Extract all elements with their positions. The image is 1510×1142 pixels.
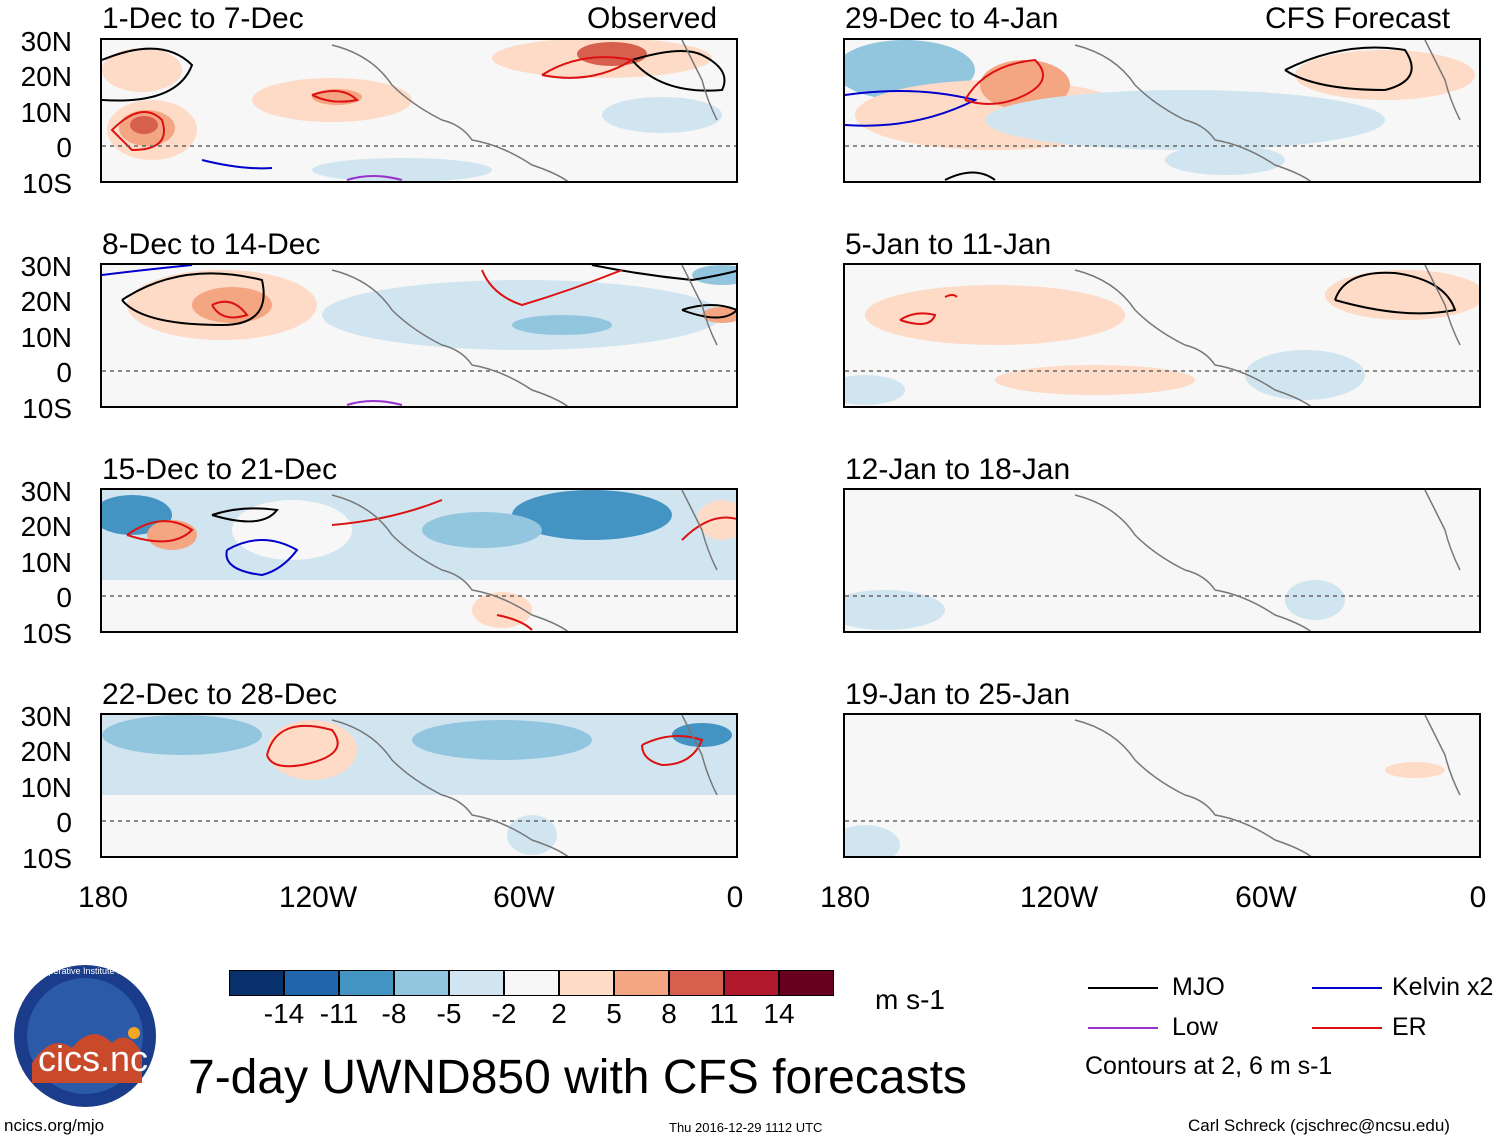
contour-note: Contours at 2, 6 m s-1 — [1085, 1052, 1333, 1080]
legend-label-low: Low — [1172, 1013, 1218, 1041]
legend-line-mjo — [1088, 987, 1158, 989]
colorbar-tick-label: 8 — [661, 998, 677, 1029]
legend-label-er: ER — [1392, 1013, 1427, 1041]
lat-label-row2-2: 10N — [20, 322, 72, 353]
map-panel-2-plot — [102, 265, 736, 406]
lat-label-row1-3: 0 — [56, 132, 72, 163]
colorbar-tick-label: 2 — [551, 998, 567, 1029]
panel-title-1: 1-Dec to 7-Dec — [102, 2, 304, 35]
panel-title-3: 15-Dec to 21-Dec — [102, 453, 338, 486]
colorbar-tick-label: -8 — [381, 998, 407, 1029]
map-panel-8-plot — [845, 715, 1479, 856]
colorbar-units: m s-1 — [875, 984, 945, 1015]
lon-label-col2-0: 180 — [819, 881, 871, 914]
map-panel-1-plot — [102, 40, 736, 181]
lat-label-row2-1: 20N — [20, 286, 72, 317]
lat-label-row2-3: 0 — [56, 357, 72, 388]
lat-label-row4-1: 20N — [20, 736, 72, 767]
legend-label-kelvin: Kelvin x2 — [1392, 973, 1494, 1001]
colorbar-swatch — [284, 970, 339, 996]
map-panel-4 — [100, 713, 738, 858]
colorbar-swatch — [229, 970, 284, 996]
map-panel-2 — [100, 263, 738, 408]
logo-ring-text: Cooperative Institute for Climate and Sa… — [32, 966, 218, 976]
lat-label-row1-4: 10S — [22, 168, 72, 199]
map-panel-7-plot — [845, 490, 1479, 631]
panel-title-5: 29-Dec to 4-Jan — [845, 2, 1059, 35]
lat-label-row4-3: 0 — [56, 807, 72, 838]
lat-label-row1-1: 20N — [20, 61, 72, 92]
lon-label-col1-3: 0 — [726, 881, 744, 914]
colorbar-swatch — [559, 970, 614, 996]
legend-label-mjo: MJO — [1172, 973, 1225, 1001]
lat-label-row3-2: 10N — [20, 547, 72, 578]
lat-label-row1-2: 10N — [20, 97, 72, 128]
panel-title-6: 5-Jan to 11-Jan — [845, 228, 1052, 261]
lat-label-row4-0: 30N — [20, 701, 72, 732]
panel-title-8: 19-Jan to 25-Jan — [845, 678, 1071, 711]
legend-line-kelvin — [1312, 987, 1382, 989]
map-panel-3-plot — [102, 490, 736, 631]
column-label-forecast: CFS Forecast — [1265, 2, 1451, 35]
lon-label-col2-1: 120W — [1019, 881, 1099, 914]
lat-label-row1-0: 30N — [20, 26, 72, 57]
footer-timestamp: Thu 2016-12-29 1112 UTC — [669, 1120, 823, 1135]
colorbar-tick-label: 14 — [763, 998, 795, 1029]
map-panel-1 — [100, 38, 738, 183]
column-label-observed: Observed — [587, 2, 718, 35]
colorbar-swatch — [779, 970, 834, 996]
map-panel-7 — [843, 488, 1481, 633]
footer-author: Carl Schreck (cjschrec@ncsu.edu) — [1188, 1116, 1450, 1135]
colorbar-tick-label: -14 — [263, 998, 305, 1029]
lat-label-row3-1: 20N — [20, 511, 72, 542]
colorbar-tick-label: -2 — [491, 998, 517, 1029]
colorbar-swatch — [504, 970, 559, 996]
lat-label-row3-3: 0 — [56, 582, 72, 613]
lon-label-col1-1: 120W — [278, 881, 358, 914]
lon-label-col1-0: 180 — [77, 881, 129, 914]
cics-logo-graphic — [14, 965, 156, 1107]
map-panel-5 — [843, 38, 1481, 183]
lat-label-row4-2: 10N — [20, 772, 72, 803]
panel-title-4: 22-Dec to 28-Dec — [102, 678, 338, 711]
colorbar-swatch — [449, 970, 504, 996]
colorbar-swatch — [614, 970, 669, 996]
colorbar-tick-label: 11 — [709, 998, 739, 1029]
main-title: 7-day UWND850 with CFS forecasts — [188, 1051, 967, 1104]
cics-logo: cics.nc Cooperative Institute for Climat… — [12, 963, 217, 1109]
colorbar-swatch — [394, 970, 449, 996]
lon-label-col1-2: 60W — [493, 881, 555, 914]
lon-label-col2-3: 0 — [1469, 881, 1487, 914]
lat-label-row3-0: 30N — [20, 476, 72, 507]
map-panel-6-plot — [845, 265, 1479, 406]
map-panel-3 — [100, 488, 738, 633]
lon-label-col2-2: 60W — [1235, 881, 1297, 914]
panel-title-2: 8-Dec to 14-Dec — [102, 228, 321, 261]
map-panel-6 — [843, 263, 1481, 408]
map-panel-5-plot — [845, 40, 1479, 181]
footer-url[interactable]: ncics.org/mjo — [4, 1116, 105, 1135]
colorbar-tick-label: -5 — [436, 998, 462, 1029]
legend-line-low — [1088, 1027, 1158, 1029]
legend-line-er — [1312, 1027, 1382, 1029]
panel-title-7: 12-Jan to 18-Jan — [845, 453, 1071, 486]
map-panel-8 — [843, 713, 1481, 858]
colorbar-swatch — [669, 970, 724, 996]
logo-text: cics.nc — [38, 1038, 149, 1079]
colorbar-tick-label: 5 — [606, 998, 622, 1029]
lat-label-row4-4: 10S — [22, 843, 72, 874]
colorbar-tick-label: -11 — [319, 998, 359, 1029]
colorbar-swatch — [724, 970, 779, 996]
lat-label-row3-4: 10S — [22, 618, 72, 649]
lat-label-row2-0: 30N — [20, 251, 72, 282]
lat-label-row2-4: 10S — [22, 393, 72, 424]
colorbar-swatch — [339, 970, 394, 996]
map-panel-4-plot — [102, 715, 736, 856]
